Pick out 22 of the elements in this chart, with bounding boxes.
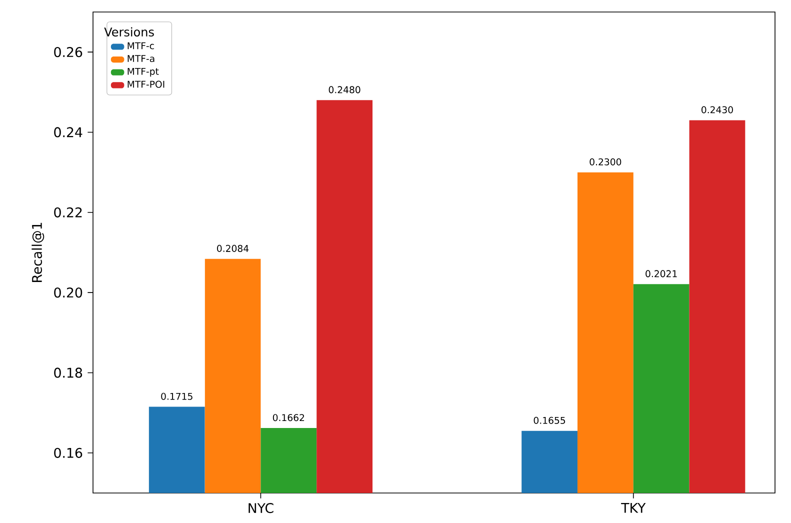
- y-tick-label: 0.16: [54, 448, 82, 458]
- data-label: 0.1715: [161, 392, 192, 400]
- x-tick-label: NYC: [248, 503, 274, 514]
- data-label: 0.2084: [217, 244, 249, 252]
- data-label: 0.2430: [702, 106, 733, 114]
- y-axis-title: Recall@1: [32, 222, 44, 282]
- data-label: 0.2480: [328, 86, 360, 94]
- data-label: 0.2021: [646, 270, 677, 278]
- y-tick-label: 0.24: [54, 127, 82, 138]
- legend-label: MTF-pt: [128, 68, 159, 77]
- y-tick-label: 0.20: [54, 288, 82, 298]
- y-tick-label: 0.22: [54, 207, 82, 218]
- x-tick-label: TKY: [621, 503, 646, 513]
- legend-label: MTF-a: [128, 55, 154, 62]
- legend-title: Versions: [104, 27, 154, 36]
- y-tick-label: 0.18: [54, 368, 82, 378]
- data-label: 0.1655: [534, 416, 566, 424]
- legend-label: MTF-POI: [128, 80, 164, 88]
- data-label: 0.2300: [590, 158, 622, 166]
- legend-label: MTF-c: [128, 42, 154, 50]
- y-tick-label: 0.26: [54, 47, 82, 58]
- data-label: 0.1662: [272, 414, 304, 422]
